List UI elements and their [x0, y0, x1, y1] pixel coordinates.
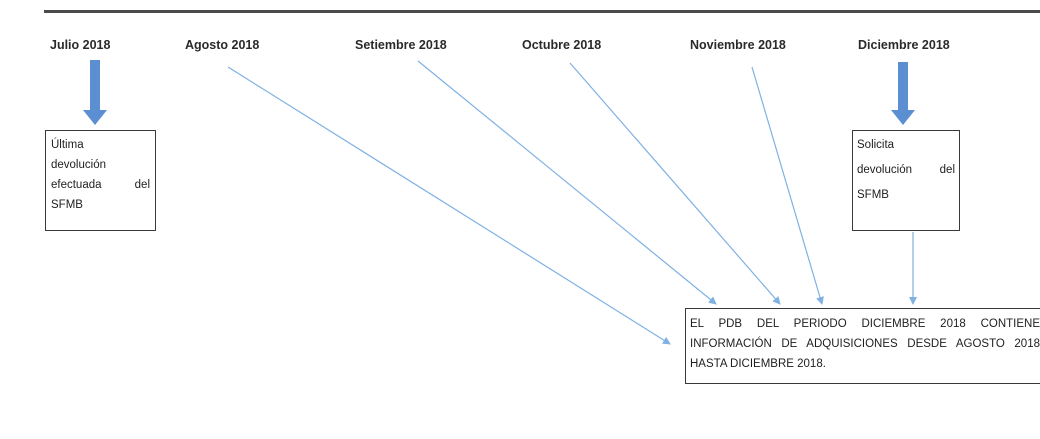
request-refund-line: Solicita	[857, 139, 895, 151]
request-refund-line: SFMB	[857, 189, 889, 201]
connector-setiembre	[417, 60, 717, 305]
month-label-setiembre: Setiembre 2018	[355, 38, 447, 52]
request-refund-box: Solicita devolución del SFMB	[852, 130, 960, 231]
last-refund-line: devolución	[51, 159, 106, 171]
down-arrow-julio	[83, 60, 107, 125]
connector-agosto	[227, 66, 671, 345]
request-refund-line: devolución del	[857, 164, 955, 176]
last-refund-line: Última	[51, 139, 84, 151]
connector-octubre	[569, 62, 781, 305]
down-arrow-diciembre	[891, 62, 915, 125]
last-refund-line: efectuada del	[51, 179, 150, 191]
month-label-agosto: Agosto 2018	[185, 38, 260, 52]
pdb-summary-box: EL PDB DEL PERIODO DICIEMBRE 2018 CONTIE…	[685, 308, 1040, 384]
pdb-summary-text: EL PDB DEL PERIODO DICIEMBRE 2018 CONTIE…	[690, 318, 1040, 370]
top-rule	[44, 10, 1040, 13]
last-refund-box: Última devolución efectuada del SFMB	[45, 130, 156, 231]
connector-noviembre	[751, 66, 824, 305]
last-refund-line: SFMB	[51, 199, 83, 211]
month-label-octubre: Octubre 2018	[522, 38, 602, 52]
month-label-noviembre: Noviembre 2018	[690, 38, 786, 52]
month-label-julio: Julio 2018	[50, 38, 111, 52]
month-label-diciembre: Diciembre 2018	[858, 38, 950, 52]
